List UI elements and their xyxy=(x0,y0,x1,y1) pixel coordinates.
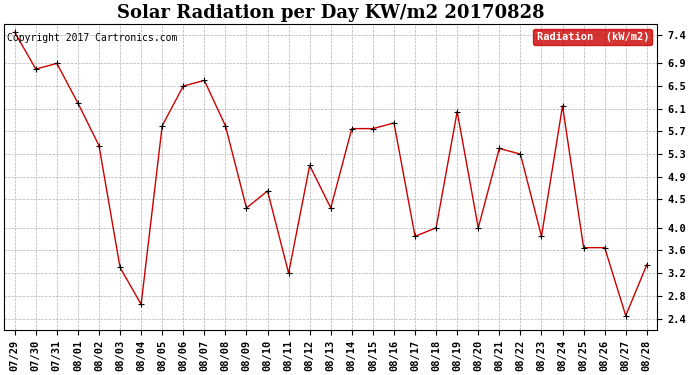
Text: Copyright 2017 Cartronics.com: Copyright 2017 Cartronics.com xyxy=(8,33,178,43)
Title: Solar Radiation per Day KW/m2 20170828: Solar Radiation per Day KW/m2 20170828 xyxy=(117,4,544,22)
Legend: Radiation  (kW/m2): Radiation (kW/m2) xyxy=(533,29,652,45)
